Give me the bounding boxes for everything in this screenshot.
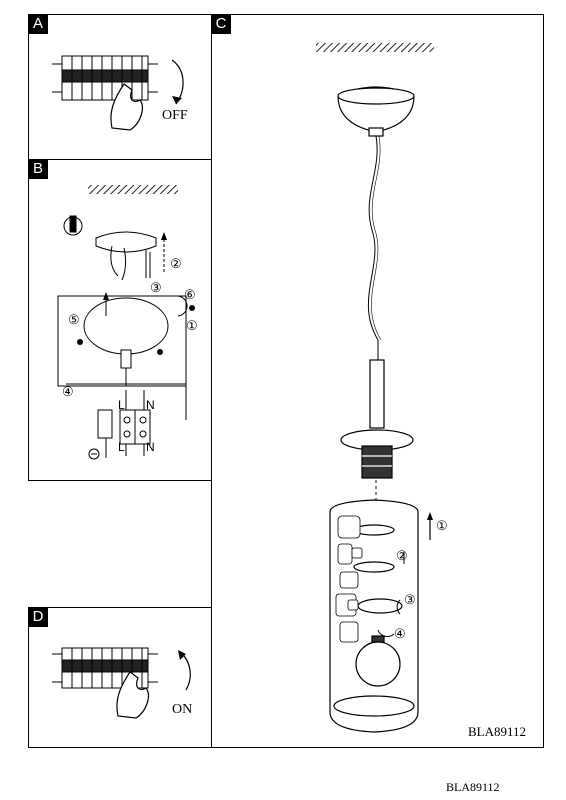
ceiling-hatch-b (88, 185, 178, 194)
ceiling-hatch-c (316, 43, 434, 52)
hand-icon (110, 83, 143, 131)
panel-c-model-code: BLA89112 (468, 724, 527, 739)
ceiling-canopy-icon (57, 295, 187, 387)
panel-c-step-4: ④ (394, 626, 406, 641)
mounting-bracket-icon (95, 231, 157, 281)
panel-c-step-1: ① (436, 518, 448, 533)
pendant-stem (369, 359, 385, 429)
terminal-l-top: L (118, 398, 125, 412)
pendant-cable (367, 135, 379, 362)
panel-d (28, 607, 212, 748)
panel-b-label: B (28, 159, 48, 179)
terminal-n-top: N (146, 398, 155, 412)
canopy-screw-icons (77, 305, 195, 355)
panel-d-label: D (28, 607, 48, 627)
off-label: OFF (162, 108, 188, 123)
panel-c (211, 14, 544, 748)
panel-b-step-1: ① (186, 318, 198, 333)
panel-a-label: A (28, 14, 48, 34)
terminal-l-bottom: L (118, 440, 125, 454)
screwdriver-icon (63, 215, 83, 236)
panel-c-label: C (211, 14, 231, 34)
lamp-holder-icon (340, 429, 414, 479)
footer-model-code: BLA89112 (446, 780, 500, 794)
panel-b-step-5: ⑤ (68, 312, 80, 327)
glass-decor-pattern (335, 515, 363, 643)
terminal-block-icon (66, 383, 187, 456)
panel-b-step-6: ⑥ (184, 287, 196, 302)
pendant-canopy-icon (337, 86, 415, 137)
breaker-panel-off-icon (52, 55, 158, 101)
light-bulb-icon (355, 635, 401, 687)
panel-c-step-3: ③ (404, 592, 416, 607)
hand-on-icon (116, 671, 149, 719)
on-label: ON (172, 702, 193, 717)
breaker-panel-on-icon (52, 647, 158, 689)
ground-symbol-icon (88, 438, 107, 460)
panel-b-step-3: ③ (150, 280, 162, 295)
panel-c-step-2: ② (396, 548, 408, 563)
terminal-n-bottom: N (146, 440, 155, 454)
panel-b-step-2: ② (170, 256, 182, 271)
panel-b-step-4: ④ (62, 384, 74, 399)
